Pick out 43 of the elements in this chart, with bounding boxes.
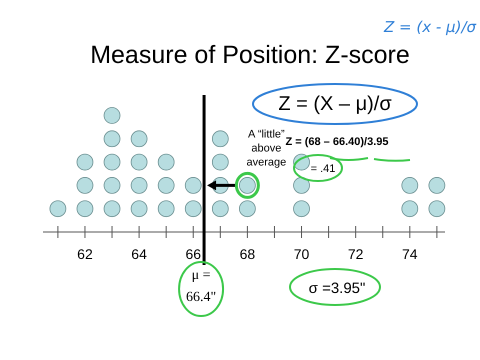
x-tick-label: 68 [240,246,256,262]
x-tick-label: 72 [348,246,364,262]
x-tick-label: 62 [77,246,93,262]
point [401,177,418,194]
annotation: A “little” above average [246,128,286,168]
chart-title: Measure of Position: Z-score [90,41,410,69]
point [104,200,120,218]
text: Z = (X – μ)/σ [278,93,392,115]
point [104,154,120,170]
point [158,154,175,170]
point [104,130,120,148]
point [293,200,310,218]
point [293,177,310,194]
point [212,200,229,218]
point [428,200,446,218]
text: σ =3.95" [308,280,366,297]
x-tick-label: 70 [294,246,310,262]
point [239,200,256,218]
ref-line-label: μ = 66.4" [186,268,216,305]
point [184,177,202,194]
point [76,177,94,194]
annotation: Z = (68 – 66.40)/3.95 [285,136,389,148]
x-tick-label: 64 [131,246,148,262]
annotation: = .41 [310,163,336,175]
x-tick-label: 66 [185,246,202,262]
point [428,177,446,194]
point [104,107,120,124]
point [130,200,148,218]
point [130,154,148,170]
point [76,154,94,170]
point [158,177,175,194]
point [76,200,94,218]
x-tick-label: 74 [402,246,418,262]
point [401,200,418,218]
point [104,177,120,194]
point [130,130,148,148]
point [212,130,229,148]
point [212,154,229,170]
point [130,177,148,194]
point [158,200,175,218]
text: Z = (x - μ)/σ [382,18,476,36]
point [184,200,202,218]
point [50,200,66,218]
